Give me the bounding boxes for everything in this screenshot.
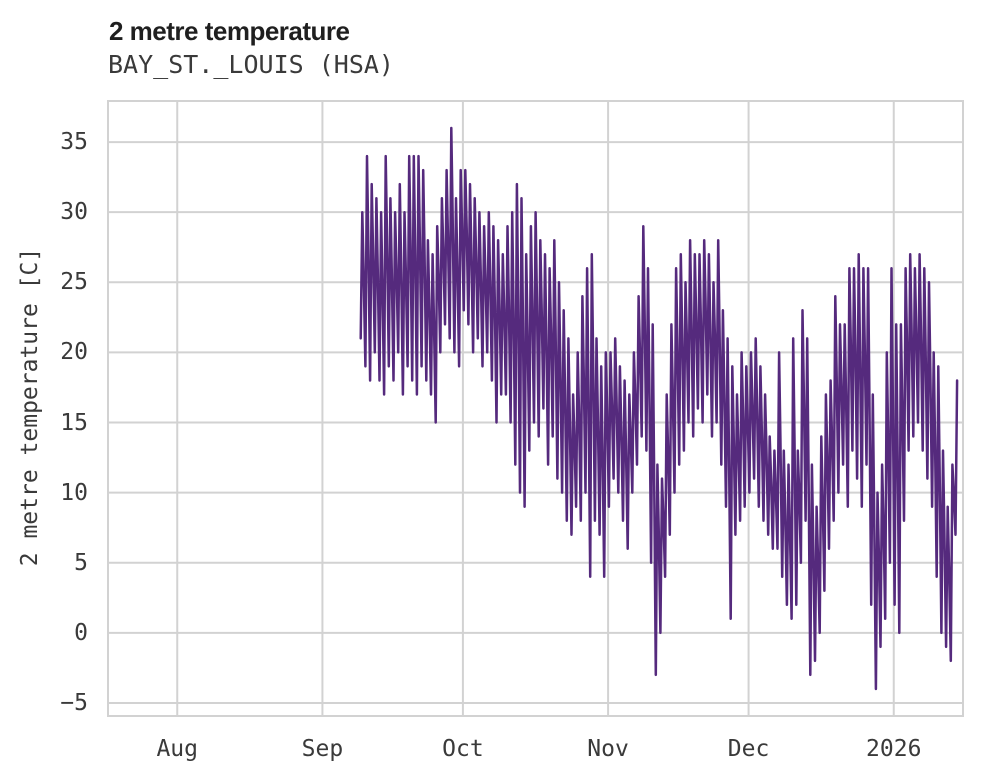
chart-title: 2 metre temperature — [109, 16, 350, 46]
chart-subtitle: BAY_ST._LOUIS (HSA) — [108, 50, 394, 79]
y-tick-label-35: 35 — [60, 129, 88, 156]
y-tick-label-10: 10 — [60, 479, 88, 506]
x-tick-label-Aug: Aug — [156, 736, 198, 762]
x-tick-label-Nov: Nov — [587, 736, 629, 762]
y-tick-label--5: −5 — [60, 689, 88, 716]
y-tick-label-15: 15 — [60, 409, 88, 436]
y-tick-label-5: 5 — [74, 549, 88, 576]
temperature-line — [359, 126, 959, 691]
y-tick-label-20: 20 — [60, 339, 88, 366]
plot-area — [107, 100, 964, 717]
y-tick-label-0: 0 — [74, 619, 88, 646]
x-tick-label-Dec: Dec — [727, 736, 770, 762]
y-tick-label-30: 30 — [60, 199, 88, 226]
x-tick-label-Oct: Oct — [442, 736, 484, 762]
plot-border — [107, 100, 964, 717]
x-tick-label-Sep: Sep — [301, 736, 344, 762]
x-tick-label-2026: 2026 — [866, 736, 922, 762]
y-tick-label-25: 25 — [60, 269, 88, 296]
